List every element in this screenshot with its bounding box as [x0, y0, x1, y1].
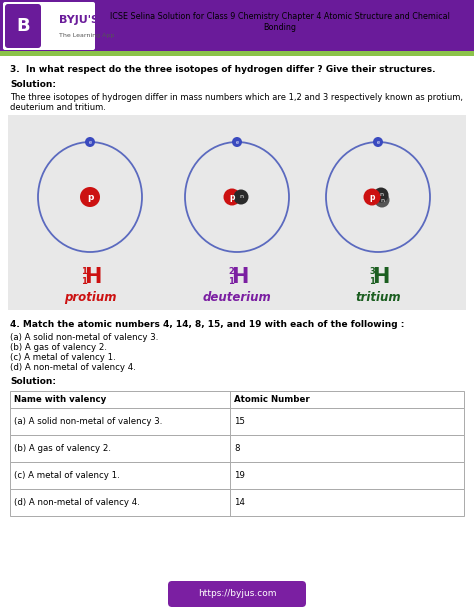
Circle shape: [234, 189, 248, 205]
FancyBboxPatch shape: [0, 0, 474, 51]
Text: H: H: [372, 267, 390, 287]
Text: n: n: [380, 197, 384, 202]
Text: (c) A metal of valency 1.: (c) A metal of valency 1.: [10, 353, 116, 362]
Text: 19: 19: [234, 471, 245, 480]
Text: (a) A solid non-metal of valency 3.: (a) A solid non-metal of valency 3.: [14, 417, 163, 426]
Text: (b) A gas of valency 2.: (b) A gas of valency 2.: [10, 343, 107, 352]
Text: Solution:: Solution:: [10, 80, 56, 89]
Text: (d) A non-metal of valency 4.: (d) A non-metal of valency 4.: [10, 363, 136, 372]
Text: p: p: [369, 192, 375, 202]
Text: H: H: [231, 267, 249, 287]
Text: H: H: [84, 267, 102, 287]
Circle shape: [232, 137, 242, 147]
Text: 1: 1: [81, 277, 87, 286]
FancyBboxPatch shape: [8, 115, 466, 310]
Text: 14: 14: [234, 498, 245, 507]
Text: protium: protium: [64, 291, 116, 304]
FancyBboxPatch shape: [10, 462, 464, 489]
Text: tritium: tritium: [355, 291, 401, 304]
Text: (c) A metal of valency 1.: (c) A metal of valency 1.: [14, 471, 120, 480]
Text: 3.  In what respect do the three isotopes of hydrogen differ ? Give their struct: 3. In what respect do the three isotopes…: [10, 65, 436, 74]
Circle shape: [374, 192, 390, 207]
Text: 1: 1: [81, 267, 87, 276]
FancyBboxPatch shape: [3, 2, 95, 50]
Text: e: e: [376, 140, 380, 145]
Circle shape: [364, 189, 381, 205]
Circle shape: [374, 188, 389, 202]
Text: https://byjus.com: https://byjus.com: [198, 590, 276, 598]
Text: p: p: [229, 192, 235, 202]
FancyBboxPatch shape: [5, 4, 41, 48]
Text: 2: 2: [228, 267, 234, 276]
Text: Atomic Number: Atomic Number: [234, 395, 310, 404]
FancyBboxPatch shape: [10, 435, 464, 462]
Text: 3: 3: [369, 267, 375, 276]
Text: 1: 1: [369, 277, 375, 286]
Circle shape: [373, 137, 383, 147]
Text: p: p: [87, 192, 93, 202]
FancyBboxPatch shape: [10, 408, 464, 435]
Text: e: e: [89, 140, 91, 145]
Text: Solution:: Solution:: [10, 377, 56, 386]
Text: n: n: [379, 192, 383, 197]
Circle shape: [224, 189, 240, 205]
Text: 15: 15: [234, 417, 245, 426]
Circle shape: [85, 137, 95, 147]
Text: 4. Match the atomic numbers 4, 14, 8, 15, and 19 with each of the following :: 4. Match the atomic numbers 4, 14, 8, 15…: [10, 320, 404, 329]
Text: n: n: [239, 194, 243, 199]
Text: Name with valency: Name with valency: [14, 395, 106, 404]
FancyBboxPatch shape: [10, 391, 464, 408]
Text: ICSE Selina Solution for Class 9 Chemistry Chapter 4 Atomic Structure and Chemic: ICSE Selina Solution for Class 9 Chemist…: [110, 12, 450, 32]
Text: The Learning App: The Learning App: [59, 32, 114, 37]
Text: BYJU'S: BYJU'S: [59, 15, 99, 25]
FancyBboxPatch shape: [0, 51, 474, 56]
FancyBboxPatch shape: [10, 489, 464, 516]
Circle shape: [80, 187, 100, 207]
Text: e: e: [236, 140, 238, 145]
Text: 1: 1: [228, 277, 234, 286]
Text: (a) A solid non-metal of valency 3.: (a) A solid non-metal of valency 3.: [10, 333, 158, 342]
Text: The three isotopes of hydrogen differ in mass numbers which are 1,2 and 3 respec: The three isotopes of hydrogen differ in…: [10, 93, 463, 112]
Text: 8: 8: [234, 444, 239, 453]
Text: B: B: [16, 17, 30, 35]
Text: (d) A non-metal of valency 4.: (d) A non-metal of valency 4.: [14, 498, 140, 507]
Text: deuterium: deuterium: [202, 291, 272, 304]
FancyBboxPatch shape: [168, 581, 306, 607]
Text: (b) A gas of valency 2.: (b) A gas of valency 2.: [14, 444, 111, 453]
